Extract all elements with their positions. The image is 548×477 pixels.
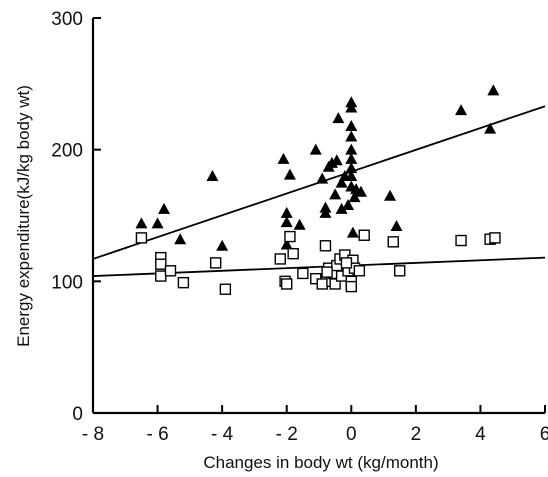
triangle-point [332, 112, 345, 124]
square-point [329, 278, 341, 290]
x-tick-label: - 6 [146, 424, 168, 445]
triangle-point [206, 170, 219, 181]
triangle-point [346, 226, 359, 238]
triangle-point [345, 101, 358, 113]
y-tick-label: 0 [72, 404, 83, 425]
triangle-point [384, 189, 397, 201]
triangle-point [293, 218, 306, 230]
triangle-point [280, 238, 293, 250]
square-point [135, 232, 148, 244]
triangle-point [277, 152, 290, 164]
square-point [281, 278, 293, 290]
square-point [177, 276, 190, 289]
triangle-point [487, 84, 500, 96]
triangle-point [484, 122, 497, 134]
square-point [319, 240, 332, 252]
square-point [387, 236, 399, 248]
square-point [358, 229, 370, 241]
triangle-point [151, 217, 164, 229]
triangle-point [345, 143, 358, 155]
square-point [345, 280, 357, 293]
triangle-point [309, 143, 322, 155]
square-point [340, 257, 353, 269]
y-tick-label: 200 [51, 141, 83, 162]
data-points [135, 84, 501, 295]
square-point [489, 232, 501, 244]
triangle-point [330, 154, 343, 166]
triangle-point [335, 202, 348, 214]
x-tick-label: - 4 [211, 424, 234, 445]
triangle-point [216, 239, 229, 251]
triangle-point [345, 162, 358, 174]
square-point [287, 247, 299, 260]
triangle-point [135, 217, 148, 229]
square-point [219, 283, 232, 295]
triangle-point [345, 152, 358, 164]
square-point [316, 278, 328, 290]
triangle-point [345, 130, 358, 142]
square-point [274, 253, 286, 265]
triangle-point [354, 185, 367, 197]
square-point [155, 270, 167, 282]
plot-area: - 8 - 6 - 4 - 2 0 2 4 6 0 100 200 300 [51, 9, 548, 445]
y-tick-label: 100 [51, 272, 83, 293]
x-tick-label: 2 [411, 424, 422, 445]
triangle-point [335, 176, 348, 188]
triangle-point [280, 216, 293, 228]
x-tick-label: 4 [475, 424, 486, 445]
y-axis-label: Energy expenditure(kJ/kg body wt) [14, 85, 33, 347]
square-point [394, 265, 406, 277]
square-point [155, 258, 167, 270]
x-axis-label: Changes in body wt (kg/month) [203, 453, 438, 472]
triangle-point [342, 198, 355, 210]
triangle-point [283, 168, 296, 180]
triangle-point [280, 206, 293, 218]
x-axis-ticks: - 8 - 6 - 4 - 2 0 2 4 6 [82, 405, 548, 445]
triangle-point [319, 206, 332, 218]
x-tick-label: - 2 [276, 424, 298, 445]
triangle-point [174, 233, 187, 245]
y-tick-label: 300 [51, 9, 83, 30]
triangle-point [455, 104, 468, 116]
triangle-point [158, 202, 171, 214]
square-point [284, 230, 296, 243]
triangle-point [329, 188, 342, 200]
x-tick-label: 6 [540, 424, 548, 445]
triangle-point [345, 119, 358, 131]
triangle-point [345, 170, 358, 181]
x-tick-label: - 8 [82, 424, 104, 445]
square-point [297, 267, 309, 280]
y-axis-ticks: 0 100 200 300 [51, 9, 101, 425]
triangle-point [348, 191, 361, 203]
square-point [164, 265, 177, 277]
square-point [455, 234, 467, 247]
triangle-point [316, 172, 329, 184]
trendlines [92, 105, 546, 277]
x-tick-label: 0 [346, 424, 357, 445]
square-point [321, 266, 333, 278]
square-point [209, 257, 222, 269]
square-point [353, 265, 366, 277]
triangle-point [390, 220, 403, 232]
